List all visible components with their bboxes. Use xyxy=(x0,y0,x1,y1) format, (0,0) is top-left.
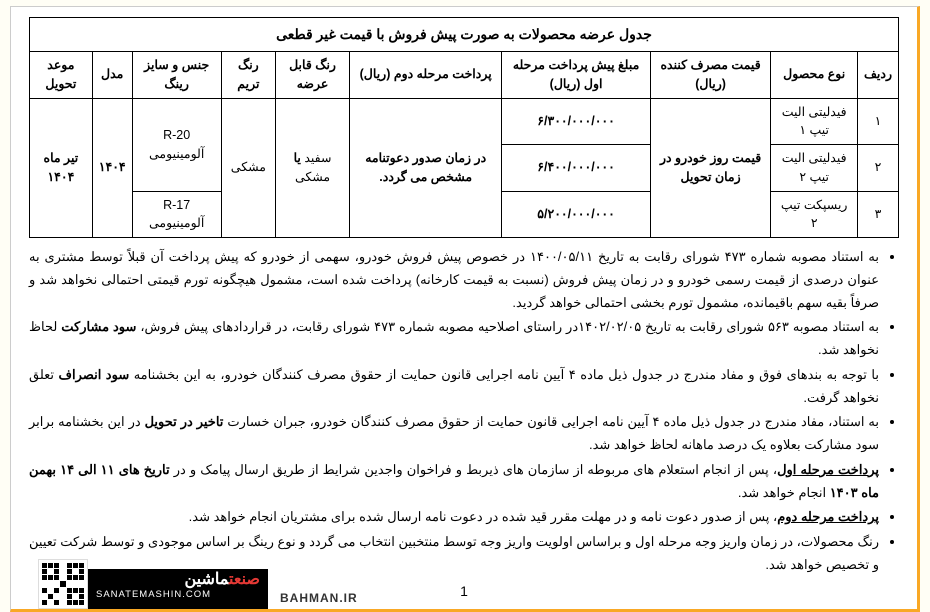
th-product: نوع محصول xyxy=(771,52,858,99)
table-row: ۱ فیدلیتی الیت تیپ ۱ قیمت روز خودرو در ز… xyxy=(30,98,899,145)
cell-color: سفید یا مشکی xyxy=(276,98,350,238)
th-delivery: موعد تحویل xyxy=(30,52,93,99)
cell-prepay2: در زمان صدور دعوتنامه مشخص می گردد. xyxy=(350,98,502,238)
qr-code-icon xyxy=(38,559,88,609)
cell-no: ۲ xyxy=(857,145,898,192)
cell-delivery: تیر ماه ۱۴۰۴ xyxy=(30,98,93,238)
th-prepay2: پرداخت مرحله دوم (ریال) xyxy=(350,52,502,99)
presale-table: جدول عرضه محصولات به صورت پیش فروش با قی… xyxy=(29,17,899,238)
cell-product: ریسپکت تیپ ۲ xyxy=(771,191,858,238)
th-row: ردیف xyxy=(857,52,898,99)
th-model: مدل xyxy=(92,52,132,99)
th-color: رنگ قابل عرضه xyxy=(276,52,350,99)
note-item: به استناد، مفاد مندرج در جدول ذیل ماده ۴… xyxy=(29,411,879,457)
cell-prepay1: ۶/۴۰۰/۰۰۰/۰۰۰ xyxy=(502,145,650,192)
note-item: پرداخت مرحله اول، پس از انجام استعلام ها… xyxy=(29,459,879,505)
note-item: پرداخت مرحله دوم، پس از صدور دعوت نامه و… xyxy=(29,506,879,529)
cell-ring-top: R-20 آلومینیومی xyxy=(132,98,221,191)
cell-model: ۱۴۰۴ xyxy=(92,98,132,238)
cell-consumer-price: قیمت روز خودرو در زمان تحویل xyxy=(650,98,771,238)
cell-product: فیدلیتی الیت تیپ ۲ xyxy=(771,145,858,192)
th-consumer: قیمت مصرف کننده (ریال) xyxy=(650,52,771,99)
cell-ring-bottom: R-17 آلومینیومی xyxy=(132,191,221,238)
brand-fa-1: صنعت xyxy=(229,571,260,588)
cell-prepay1: ۵/۲۰۰/۰۰۰/۰۰۰ xyxy=(502,191,650,238)
cell-prepay1: ۶/۳۰۰/۰۰۰/۰۰۰ xyxy=(502,98,650,145)
th-prepay1: مبلغ پیش پرداخت مرحله اول (ریال) xyxy=(502,52,650,99)
brand-en: SANATEMASHIN.COM xyxy=(96,589,260,600)
th-trim: رنگ تریم xyxy=(221,52,275,99)
brand-fa-2: ماشین xyxy=(184,571,229,588)
th-ring: جنس و سایز رینگ xyxy=(132,52,221,99)
cell-no: ۳ xyxy=(857,191,898,238)
note-item: به استناد مصوبه شماره ۴۷۳ شورای رقابت به… xyxy=(29,246,879,314)
cell-trim: مشکی xyxy=(221,98,275,238)
notes-block: به استناد مصوبه شماره ۴۷۳ شورای رقابت به… xyxy=(29,246,899,577)
table-title: جدول عرضه محصولات به صورت پیش فروش با قی… xyxy=(30,18,899,52)
note-item: با توجه به بندهای فوق و مفاد مندرج در جد… xyxy=(29,364,879,410)
note-item: به استناد مصوبه ۵۶۳ شورای رقابت به تاریخ… xyxy=(29,316,879,362)
brand-logo: صنعتماشین SANATEMASHIN.COM xyxy=(88,569,268,609)
cell-product: فیدلیتی الیت تیپ ۱ xyxy=(771,98,858,145)
cell-no: ۱ xyxy=(857,98,898,145)
